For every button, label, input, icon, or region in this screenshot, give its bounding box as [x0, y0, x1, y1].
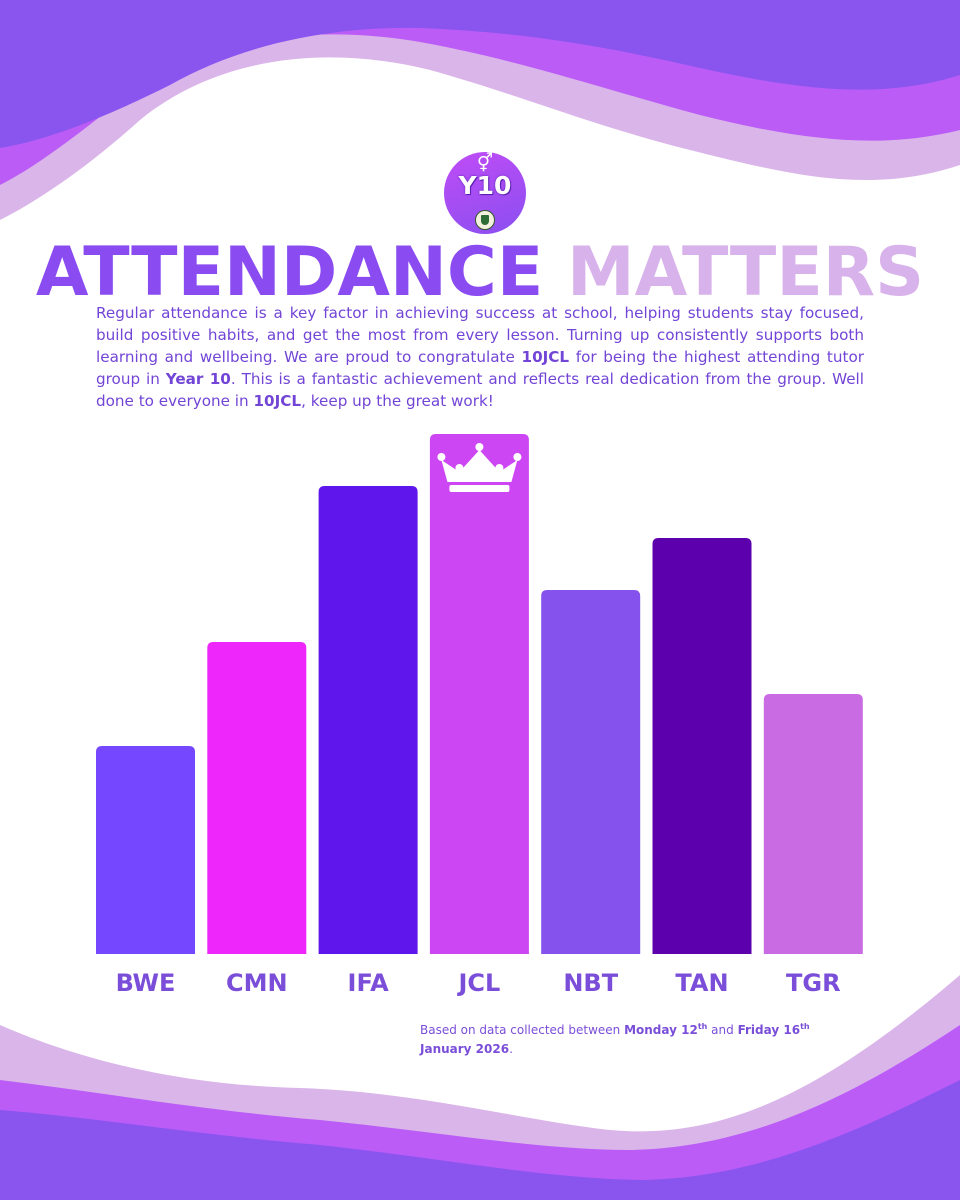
intro-text-1: Regular attendance is a key factor in ac… [96, 304, 864, 366]
title-part-1: ATTENDANCE [35, 233, 544, 312]
footnote-suffix: . [509, 1042, 513, 1056]
tick-label-cmn: CMN [226, 969, 288, 997]
tick-label-bwe: BWE [116, 969, 176, 997]
crown-icon [437, 443, 522, 492]
bar-bwe [96, 746, 195, 954]
bar-tan [652, 538, 752, 954]
winning-group-2: 10JCL [253, 392, 302, 410]
top-wave-dark [0, 0, 960, 148]
year-badge: ⚥ Y10 [444, 152, 526, 234]
crown-layer [437, 443, 522, 492]
bar-tgr [763, 694, 863, 954]
page-title: ATTENDANCE MATTERS [0, 239, 960, 307]
winning-group: 10JCL [521, 348, 570, 366]
school-crest-icon [475, 210, 495, 230]
footnote-mid: and [707, 1023, 738, 1037]
year-badge-label: Y10 [458, 171, 512, 200]
footnote-end-label: Friday 16 [737, 1023, 801, 1037]
data-footnote: Based on data collected between Monday 1… [420, 1017, 864, 1059]
tick-label-jcl: JCL [456, 969, 500, 997]
title-part-2: MATTERS [566, 233, 925, 312]
gender-icon: ⚥ [476, 153, 494, 174]
bar-cmn [207, 642, 307, 954]
bars-layer [96, 434, 863, 954]
intro-paragraph: Regular attendance is a key factor in ac… [96, 302, 864, 412]
footnote-end-sup: th [800, 1022, 810, 1031]
intro-text-2: for being the highest attending tutor gr… [96, 348, 864, 388]
year-group: Year 10 [165, 370, 231, 388]
tick-label-ifa: IFA [348, 969, 390, 997]
tick-label-tgr: TGR [786, 969, 841, 997]
intro-text-4: , keep up the great work! [301, 392, 494, 410]
intro-text-3: . This is a fantastic achievement and re… [96, 370, 864, 410]
footnote-start-sup: th [697, 1022, 708, 1031]
bar-jcl [429, 434, 529, 954]
bottom-wave-dark [0, 1080, 960, 1200]
footnote-prefix: Based on data collected between [420, 1023, 625, 1037]
bar-nbt [541, 590, 641, 954]
footnote-end-date: Friday 16th January 2026 [420, 1022, 810, 1056]
footnote-start-date: Monday 12th [624, 1022, 708, 1037]
labels-layer: BWE CMN IFA JCL NBT TAN TGR [116, 969, 841, 997]
tick-label-tan: TAN [675, 969, 728, 997]
bar-ifa [318, 486, 418, 954]
tick-label-nbt: NBT [563, 969, 618, 997]
footnote-year: January 2026 [420, 1042, 510, 1056]
footnote-start-label: Monday 12 [624, 1023, 698, 1037]
